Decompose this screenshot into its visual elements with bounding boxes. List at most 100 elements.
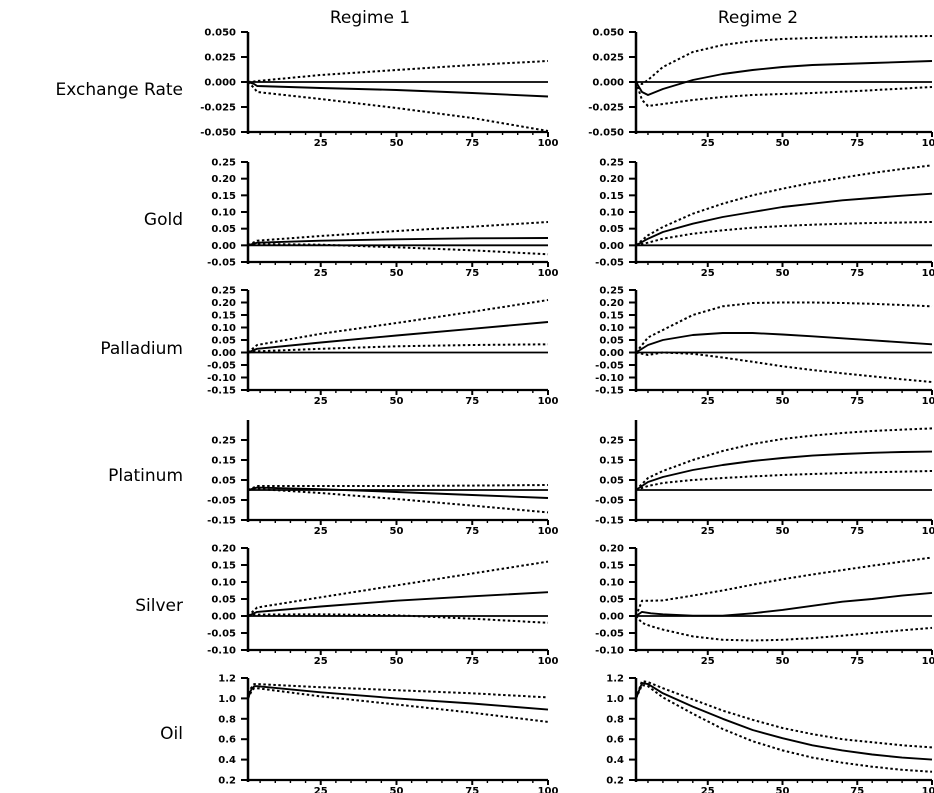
panel-palladium-regime-2: 0.250.20 0.150.10 0.050.00 -0.05-0.10 -0.15 2… — [595, 286, 934, 408]
confidence-band-line-1 — [635, 680, 933, 749]
x-tick-label: 50 — [776, 526, 790, 537]
y-tick-label: 1.0 — [218, 694, 236, 705]
y-tick-label: 0.000 — [592, 78, 624, 89]
y-tick-label: 0.025 — [592, 53, 624, 64]
y-tick-label: -0.10 — [207, 373, 236, 384]
response-line-0 — [247, 237, 549, 247]
y-tick-label: -0.05 — [207, 361, 236, 372]
x-tick-label: 50 — [776, 396, 790, 407]
response-line-0 — [247, 321, 549, 354]
confidence-band-line-1 — [247, 221, 549, 247]
x-tick-label: 75 — [850, 396, 864, 407]
response-line-0 — [247, 685, 549, 711]
y-tick-label: 0.10 — [599, 323, 624, 334]
y-tick-label: 0.00 — [599, 241, 624, 252]
y-tick-label: 0.05 — [211, 336, 236, 347]
panel-platinum-regime-1: 0.25 0.15 0.05 -0.05 -0.15 25 50 75 100 — [207, 420, 558, 537]
x-tick-label: 25 — [314, 268, 328, 279]
y-tick-label: 0.20 — [211, 298, 236, 309]
y-tick-label: 0.10 — [599, 208, 624, 219]
y-tick-label: 0.25 — [211, 158, 236, 169]
response-line-0 — [635, 682, 933, 761]
y-tick-label: -0.025 — [588, 103, 624, 114]
response-line-0 — [247, 81, 549, 98]
y-tick-label: 0.25 — [599, 158, 624, 169]
confidence-band-line-2 — [635, 684, 933, 773]
confidence-band-line-1 — [635, 556, 933, 617]
x-tick-label: 25 — [701, 268, 715, 279]
x-tick-label: 50 — [390, 138, 404, 149]
y-tick-label: 0.15 — [599, 311, 624, 322]
y-tick-label: 0.00 — [211, 241, 236, 252]
y-tick-label: 0.05 — [211, 476, 236, 487]
panel-palladium-regime-1: 0.250.20 0.150.10 0.050.00 -0.05-0.10 -0.15 2… — [207, 286, 558, 408]
x-tick-label: 25 — [314, 656, 328, 667]
y-tick-label: 0.25 — [211, 436, 236, 447]
y-tick-label: 0.00 — [599, 348, 624, 359]
y-tick-label: 0.8 — [606, 714, 624, 725]
row-label-palladium: Palladium — [100, 339, 183, 359]
x-tick-label: 100 — [922, 786, 934, 793]
row-label-exchange-rate: Exchange Rate — [56, 80, 183, 100]
panel-platinum-regime-2: 0.25 0.15 0.05 -0.05 -0.15 25 50 75 100 — [595, 420, 934, 537]
y-tick-label: -0.025 — [200, 103, 236, 114]
column-title-regime-2: Regime 2 — [718, 8, 798, 28]
row-label-platinum: Platinum — [108, 466, 183, 486]
x-tick-label: 75 — [465, 786, 479, 793]
y-tick-label: 0.050 — [592, 28, 624, 39]
x-tick-label: 100 — [538, 526, 559, 537]
panel-gold-regime-1: 0.25 0.20 0.15 0.10 0.05 0.00 -0.05 25 50 75 100 — [207, 158, 558, 280]
y-tick-label: -0.15 — [207, 516, 236, 527]
x-tick-label: 75 — [465, 268, 479, 279]
x-tick-label: 25 — [701, 396, 715, 407]
confidence-band-line-2 — [247, 488, 549, 514]
confidence-band-line-1 — [247, 560, 549, 617]
confidence-band-line-2 — [247, 243, 549, 256]
panel-gold-regime-2: 0.25 0.20 0.15 0.10 0.05 0.00 -0.05 25 50 75 100 — [595, 158, 934, 280]
y-tick-label: 0.25 — [599, 286, 624, 297]
y-tick-label: 0.6 — [606, 735, 624, 746]
y-tick-label: -0.05 — [595, 629, 624, 640]
y-tick-label: -0.050 — [588, 128, 624, 139]
confidence-band-line-2 — [247, 81, 549, 132]
response-line-0 — [635, 591, 933, 617]
y-tick-label: 0.4 — [218, 755, 236, 766]
x-tick-label: 25 — [701, 138, 715, 149]
row-label-gold: Gold — [144, 210, 183, 230]
response-line-0 — [635, 332, 933, 354]
y-tick-label: -0.15 — [207, 386, 236, 397]
y-tick-label: -0.05 — [595, 496, 624, 507]
y-tick-label: 0.05 — [211, 224, 236, 235]
x-tick-label: 100 — [538, 138, 559, 149]
x-tick-label: 50 — [390, 268, 404, 279]
y-tick-label: 0.15 — [599, 561, 624, 572]
panel-silver-regime-2: 0.20 0.15 0.10 0.05 0.00 -0.05 -0.10 25 50 75 100 — [595, 544, 934, 668]
y-tick-label: 0.05 — [211, 595, 236, 606]
x-tick-label: 100 — [538, 656, 559, 667]
response-line-0 — [247, 591, 549, 617]
y-tick-label: 0.05 — [599, 336, 624, 347]
y-tick-label: 0.8 — [218, 714, 236, 725]
y-tick-label: 0.10 — [211, 578, 236, 589]
y-tick-label: 0.25 — [599, 436, 624, 447]
x-tick-label: 75 — [850, 526, 864, 537]
y-tick-label: 0.15 — [599, 191, 624, 202]
response-line-0 — [635, 192, 933, 247]
column-title-regime-1: Regime 1 — [330, 8, 410, 28]
y-tick-label: 0.15 — [211, 561, 236, 572]
y-tick-label: 0.15 — [211, 456, 236, 467]
x-tick-label: 75 — [850, 786, 864, 793]
x-tick-label: 100 — [538, 786, 559, 793]
y-tick-label: 0.10 — [211, 323, 236, 334]
x-tick-label: 25 — [701, 786, 715, 793]
confidence-band-line-2 — [635, 615, 933, 642]
x-tick-label: 50 — [776, 138, 790, 149]
confidence-band-line-2 — [247, 687, 549, 723]
y-tick-label: 1.2 — [218, 674, 236, 685]
x-tick-label: 50 — [776, 656, 790, 667]
x-tick-label: 100 — [922, 268, 934, 279]
panel-exchange-rate-regime-1: 0.050 0.025 0.000 -0.025 -0.050 25 50 75 100 — [200, 28, 558, 150]
response-line-0 — [635, 60, 933, 96]
x-tick-label: 50 — [390, 656, 404, 667]
